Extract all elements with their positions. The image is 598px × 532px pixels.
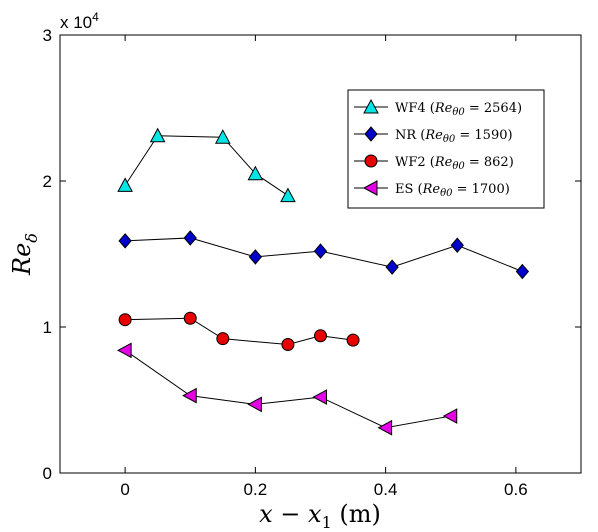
legend-marker	[363, 98, 379, 114]
data-point	[313, 243, 328, 259]
data-point	[216, 332, 230, 346]
ticks: 0 0.2 0.4 0.6 0 1 2 3	[43, 26, 581, 499]
legend-label: WF2 (Reθ0 = 862)	[395, 155, 514, 172]
legend-label: ES (Reθ0 = 1700)	[395, 182, 510, 199]
x-tick-label: 0.6	[504, 480, 528, 499]
y-tick-label: 2	[43, 172, 52, 191]
data-point	[515, 263, 530, 280]
data-point	[247, 165, 264, 181]
data-point	[248, 249, 263, 265]
x-axis-title: x − x1 (m)	[259, 500, 381, 532]
data-point	[450, 237, 464, 254]
data-point	[182, 387, 197, 404]
legend-item: WF4 (Reθ0 = 2564)	[354, 98, 522, 118]
legend-item: ES (Reθ0 = 1700)	[354, 180, 510, 199]
data-point	[377, 419, 393, 436]
data-point	[314, 329, 327, 343]
y-tick-label: 3	[43, 26, 52, 45]
series-line	[124, 349, 451, 429]
data-point	[214, 129, 231, 144]
data-point	[183, 230, 197, 246]
data-point	[117, 177, 133, 192]
legend-marker	[364, 154, 378, 168]
svg-text:Reδ: Reδ	[8, 233, 41, 276]
data-point	[280, 187, 296, 203]
data-point	[117, 342, 132, 359]
data-point	[118, 233, 132, 249]
y-tick-label: 1	[43, 318, 52, 337]
legend-marker	[364, 126, 378, 142]
legend-label: NR (Reθ0 = 1590)	[395, 128, 513, 145]
data-point	[281, 338, 295, 352]
data-point	[118, 313, 132, 327]
x-tick-label: 0.2	[244, 480, 268, 499]
legend-marker	[362, 180, 378, 196]
y-axis-title: Reδ	[8, 233, 41, 276]
series-2	[118, 311, 360, 352]
legend-item: WF2 (Reθ0 = 862)	[354, 154, 514, 172]
x-tick-label: 0.4	[374, 480, 398, 499]
x-tick-label: 0	[120, 480, 129, 499]
legend: WF4 (Reθ0 = 2564) NR (Reθ0 = 1590) WF2 (Re…	[347, 89, 545, 209]
series-0	[117, 127, 296, 203]
data-point	[442, 408, 458, 424]
series-layer	[117, 127, 530, 436]
series-3	[117, 342, 458, 436]
legend-item: NR (Reθ0 = 1590)	[354, 126, 513, 145]
data-point	[385, 259, 399, 275]
data-point	[312, 389, 327, 405]
y-multiplier: x 104	[60, 10, 99, 32]
y-tick-label: 0	[43, 464, 52, 483]
data-point	[183, 311, 197, 325]
data-point	[149, 127, 166, 143]
legend-label: WF4 (Reθ0 = 2564)	[395, 101, 522, 118]
data-point	[346, 333, 360, 347]
data-point	[247, 396, 262, 413]
series-1	[118, 230, 530, 280]
